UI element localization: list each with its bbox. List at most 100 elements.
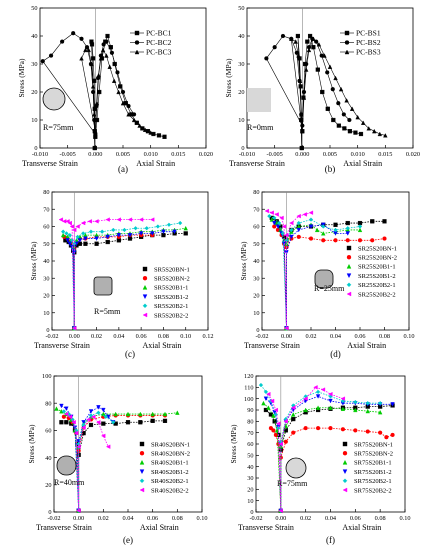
data-point: [94, 236, 99, 241]
legend-label: SR5S20B1-1: [154, 285, 188, 292]
legend-label: SR75S20B1-1: [354, 460, 392, 467]
data-point: [86, 47, 91, 53]
data-point: [109, 50, 115, 55]
data-point: [328, 391, 333, 397]
data-point: [290, 405, 296, 410]
data-point: [275, 224, 281, 229]
y-tick-label: 60: [253, 224, 259, 231]
y-axis-label: Stress (MPa): [29, 241, 38, 280]
data-point: [88, 413, 94, 418]
data-point: [353, 428, 358, 433]
legend-marker: [346, 245, 352, 251]
data-point: [113, 411, 118, 417]
data-point: [273, 407, 278, 413]
legend-marker: [346, 273, 352, 279]
data-point: [280, 33, 286, 39]
x-tick-label: 0.08: [158, 333, 169, 340]
legend-label: PC-BC1: [146, 28, 172, 37]
data-point: [300, 128, 305, 134]
data-point: [291, 412, 296, 417]
data-point: [131, 117, 137, 123]
y-tick-label: 110: [244, 385, 253, 392]
data-point: [267, 213, 272, 219]
x-tick-label: 0.04: [330, 333, 342, 340]
data-point: [138, 217, 144, 222]
x-tick-label: 0.00: [281, 333, 292, 340]
data-point: [301, 89, 307, 95]
data-point: [81, 231, 86, 236]
data-point: [100, 433, 106, 439]
legend-marker: [134, 49, 140, 55]
data-point: [138, 411, 143, 417]
data-point: [336, 101, 341, 106]
data-point: [308, 217, 314, 222]
data-point: [71, 31, 76, 36]
data-point: [333, 222, 338, 227]
x-tick-label: -0.005: [267, 151, 283, 158]
y-tick-label: 40: [247, 464, 253, 471]
data-point: [357, 224, 363, 229]
data-point: [284, 326, 289, 331]
data-point: [175, 410, 180, 415]
y-tick-label: 20: [247, 487, 253, 494]
x-tick-label: 0.02: [91, 333, 102, 340]
data-point: [340, 396, 346, 401]
data-point: [183, 231, 188, 236]
chart-panel-4: -0.02 0.00 0.02 0.04 0.06 0.08 0.10 0 10 20 30 40 50…: [239, 189, 415, 359]
series-line: [260, 384, 381, 511]
data-point: [296, 220, 301, 226]
y-tick-label: 70: [253, 206, 259, 213]
data-point: [263, 396, 269, 402]
y-tick-label: 20: [45, 482, 51, 489]
data-point: [138, 231, 144, 236]
panel-caption: (b): [325, 164, 336, 174]
data-point: [120, 89, 126, 95]
y-tick-label: 60: [45, 428, 51, 435]
data-point: [100, 47, 106, 53]
y-tick-label: 0: [46, 327, 49, 334]
data-point: [94, 219, 99, 224]
data-point: [122, 227, 127, 233]
panel-caption: (d): [330, 349, 341, 359]
x-tick-label: 0.04: [325, 515, 337, 522]
data-point: [299, 112, 304, 117]
data-point: [365, 408, 370, 414]
legend-label: SR75S20B1-2: [354, 469, 392, 476]
series-line: [61, 420, 165, 511]
data-point: [308, 236, 314, 241]
rounded-square-section-icon: [314, 269, 334, 289]
data-point: [322, 53, 327, 58]
data-point: [77, 238, 83, 243]
y-tick-label: 20: [31, 89, 37, 96]
y-tick-label: 50: [238, 5, 244, 12]
data-point: [333, 227, 338, 233]
data-point: [75, 224, 80, 229]
x-tick-label: -0.02: [45, 333, 58, 340]
x-axis-label-transverse: Transverse Strain: [244, 341, 300, 350]
data-point: [60, 232, 66, 238]
data-point: [94, 232, 99, 238]
data-point: [86, 417, 91, 422]
data-point: [297, 78, 303, 83]
data-point: [383, 133, 388, 138]
x-tick-label: 0.02: [300, 515, 311, 522]
data-point: [91, 414, 96, 420]
legend-label: SR40S20B2-2: [151, 487, 189, 494]
x-axis-label-axial: Axial Strain: [142, 341, 181, 350]
x-tick-label: 0.04: [113, 333, 125, 340]
data-point: [81, 420, 86, 425]
cross-section-annotation: R=75mm: [277, 457, 308, 488]
series-6: [58, 217, 155, 331]
data-point: [271, 413, 276, 418]
data-point: [75, 234, 80, 240]
y-axis-label: Stress (MPa): [27, 424, 36, 463]
data-point: [289, 220, 294, 226]
data-point: [377, 409, 383, 415]
legend-label: SR25S20B1-2: [358, 273, 396, 280]
data-point: [88, 229, 94, 234]
legend: SR75S20BN-1 SR75S20BN-2 SR75S20B1-1 SR75S20…: [342, 441, 393, 494]
data-point: [127, 233, 133, 238]
data-point: [272, 220, 277, 226]
data-point: [347, 129, 353, 134]
data-point: [111, 227, 116, 233]
